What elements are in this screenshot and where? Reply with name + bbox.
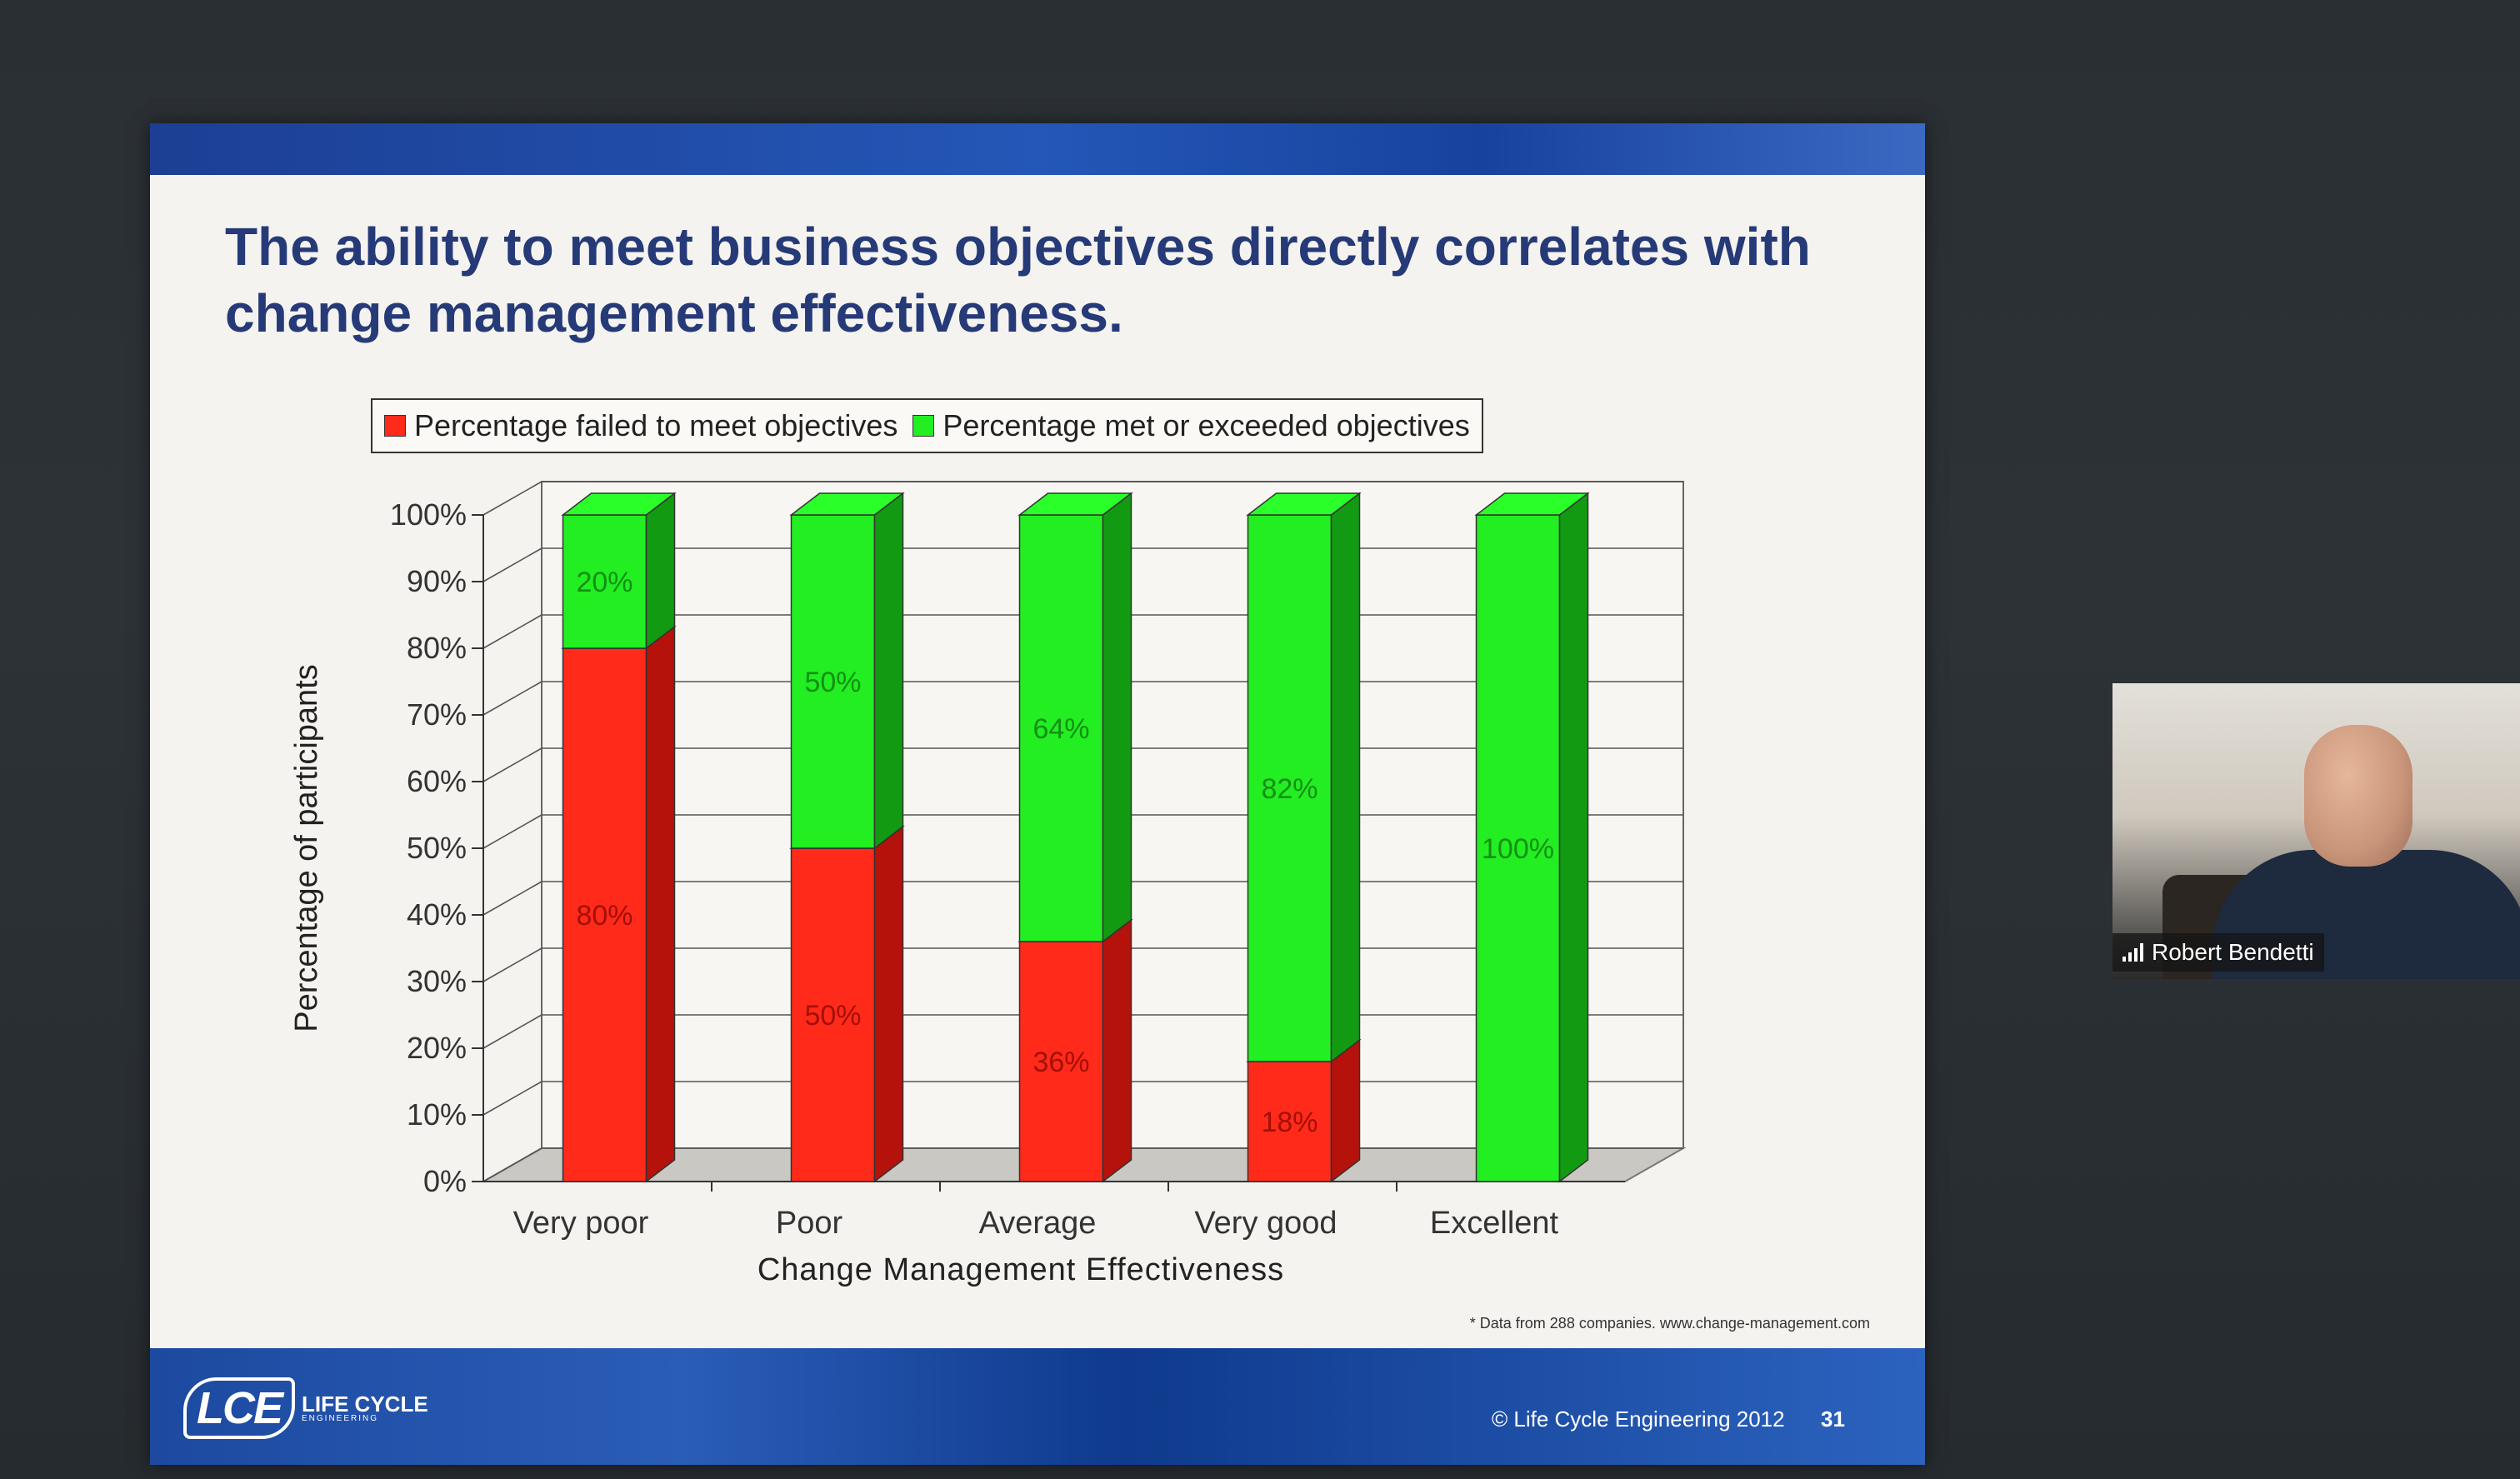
bar-segment-front: [562, 514, 648, 649]
data-label: 64%: [1032, 713, 1089, 745]
bar-segment-side: [645, 492, 676, 650]
legend-swatch-red: [384, 415, 406, 437]
signal-strength-icon: [2122, 943, 2143, 962]
y-tick-label: 100%: [390, 497, 467, 532]
legend-label-failed: Percentage failed to meet objectives: [414, 408, 898, 442]
presentation-slide: The ability to meet business objectives …: [150, 123, 1925, 1465]
bar-segment-top: [1018, 492, 1133, 516]
gridline-diagonal: [482, 614, 542, 649]
bar-segment-side: [873, 492, 904, 850]
bar-segment-side: [1330, 492, 1361, 1063]
y-tick-label: 70%: [407, 697, 467, 732]
logo-mark: LCE: [183, 1377, 295, 1439]
gridline-diagonal: [482, 681, 542, 716]
data-label: 80%: [576, 900, 632, 932]
slide-page-number: 31: [1821, 1407, 1845, 1432]
legend-swatch-green: [912, 415, 935, 437]
data-label: 50%: [804, 667, 861, 698]
gridline-diagonal: [482, 881, 542, 916]
bar-segment-side: [1330, 1038, 1361, 1183]
y-tick-label: 80%: [407, 631, 467, 665]
participant-head: [2304, 725, 2412, 867]
logo-text: LIFE CYCLE: [302, 1391, 428, 1417]
data-label: 100%: [1482, 833, 1554, 865]
gridline-diagonal: [482, 1147, 542, 1182]
x-axis-title: Change Management Effectiveness: [758, 1252, 1284, 1287]
bar-segment-top: [1474, 492, 1590, 516]
slide-top-band: [150, 123, 1925, 175]
bar-segment-front: [1247, 1061, 1332, 1182]
bar-segment-front: [562, 647, 648, 1182]
x-category-label: Average: [979, 1206, 1097, 1241]
x-category-label: Poor: [776, 1206, 843, 1241]
bar-segment-front: [1475, 514, 1561, 1182]
y-tick-label: 60%: [407, 764, 467, 798]
slide-title: The ability to meet business objectives …: [225, 217, 1811, 343]
logo-wordmark: LIFE CYCLE ENGINEERING: [302, 1391, 428, 1423]
x-category-label: Excellent: [1430, 1206, 1559, 1241]
y-axis-title: Percentage of participants: [289, 664, 324, 1032]
y-tick-label: 0%: [423, 1164, 467, 1198]
logo-subtext: ENGINEERING: [302, 1413, 379, 1423]
y-tick-label: 40%: [407, 897, 467, 932]
bar-segment-front: [1018, 941, 1104, 1182]
bar-segment-front: [790, 514, 876, 849]
gridline-diagonal: [482, 1081, 542, 1116]
data-label: 36%: [1032, 1047, 1089, 1078]
bar-segment-front: [1018, 514, 1104, 942]
data-label: 82%: [1261, 773, 1318, 805]
x-category-label: Very good: [1194, 1206, 1337, 1241]
chart-legend: Percentage failed to meet objectives Per…: [371, 398, 1483, 453]
bar-segment-top: [1246, 492, 1362, 516]
gridline-diagonal: [482, 947, 542, 982]
y-tick-label: 90%: [407, 564, 467, 598]
data-source-footnote: * Data from 288 companies. www.change-ma…: [1469, 1315, 1870, 1332]
bar-segment-side: [645, 625, 676, 1183]
gridline-diagonal: [482, 481, 542, 516]
bar-segment-side: [873, 825, 904, 1183]
data-label: 20%: [576, 567, 632, 598]
bar-segment-side: [1102, 918, 1132, 1183]
bar-segment-side: [1102, 492, 1132, 943]
participant-name-tag: Robert Bendetti: [2112, 933, 2324, 972]
lce-logo: LCE LIFE CYCLE ENGINEERING: [183, 1377, 428, 1439]
data-label: 50%: [804, 1000, 861, 1032]
data-label: 18%: [1261, 1107, 1318, 1138]
stacked-bar-chart: 0% 10% 20% 30% 40% 50% 60% 70% 80% 90% 100% 80% 20% V…: [289, 481, 1687, 1287]
bar-segment-front: [1247, 514, 1332, 1062]
y-tick-label: 10%: [407, 1097, 467, 1132]
bar-segment-front: [790, 847, 876, 1182]
y-tick-label: 20%: [407, 1031, 467, 1065]
bar-segment-top: [561, 492, 677, 516]
copyright-text: © Life Cycle Engineering 2012: [1492, 1407, 1785, 1432]
x-category-label: Very poor: [513, 1206, 649, 1241]
y-tick-label: 30%: [407, 964, 467, 998]
legend-item-met: Percentage met or exceeded objectives: [912, 408, 1470, 443]
legend-label-met: Percentage met or exceeded objectives: [942, 408, 1470, 442]
legend-item-failed: Percentage failed to meet objectives: [384, 408, 898, 443]
gridline-diagonal: [482, 814, 542, 849]
bar-segment-top: [789, 492, 905, 516]
gridline-diagonal: [482, 1014, 542, 1049]
gridline-diagonal: [482, 747, 542, 782]
gridline-diagonal: [482, 547, 542, 582]
participant-name: Robert Bendetti: [2152, 939, 2314, 965]
participant-video-tile[interactable]: Robert Bendetti: [2112, 683, 2520, 979]
bar-segment-side: [1558, 492, 1589, 1183]
y-tick-label: 50%: [407, 831, 467, 865]
slide-bottom-band: [150, 1348, 1925, 1465]
